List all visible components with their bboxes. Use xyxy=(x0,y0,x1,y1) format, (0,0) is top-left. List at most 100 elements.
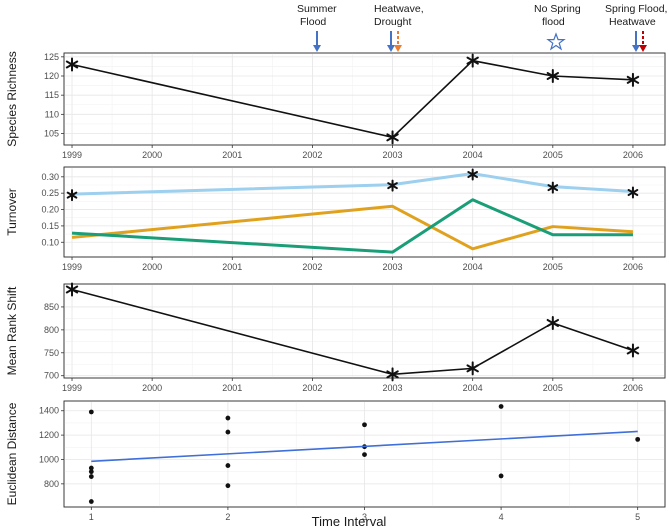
scatter-point xyxy=(88,409,94,415)
event-summer-flood-line1: Summer xyxy=(297,3,337,15)
y-axis-label: Species Richness xyxy=(5,51,19,146)
y-tick-label: 1400 xyxy=(39,406,59,416)
scatter-point xyxy=(88,474,94,479)
trend-line xyxy=(91,430,638,463)
heatwave-drought-blue-arrow-icon xyxy=(387,31,395,52)
x-tick-label: 2005 xyxy=(543,262,563,272)
scatter-point xyxy=(225,415,231,421)
data-point-asterisk xyxy=(386,367,399,382)
event-summer-flood-line2: Flood xyxy=(300,16,326,28)
plot-frame xyxy=(63,283,666,379)
scatter-point xyxy=(498,473,504,479)
total-point-asterisk xyxy=(627,186,639,199)
x-tick-label: 2005 xyxy=(543,383,563,393)
x-tick-label: 1999 xyxy=(62,150,82,160)
total-point-asterisk xyxy=(467,168,479,181)
data-point-asterisk xyxy=(626,343,640,358)
event-no-spring-flood-line1: No Spring xyxy=(534,3,581,15)
scatter-point xyxy=(88,469,94,475)
scatter-point xyxy=(225,429,231,435)
y-tick-label: 800 xyxy=(44,479,59,489)
x-tick-label: 2003 xyxy=(383,150,403,160)
x-tick-label: 2000 xyxy=(142,150,162,160)
scatter-point xyxy=(225,463,231,468)
data-point-asterisk xyxy=(466,53,479,68)
scatter-point xyxy=(225,483,231,489)
y-tick-label: 0.20 xyxy=(41,205,59,215)
data-point-asterisk xyxy=(65,57,79,72)
x-tick-label: 2002 xyxy=(302,383,322,393)
x-tick-label: 2003 xyxy=(383,262,403,272)
data-point-asterisk xyxy=(386,130,399,145)
x-tick-label: 2006 xyxy=(623,383,643,393)
mean-rank-shift-panel: 1999 2000 2001 2002 2003 2004 2005 2006 700 750 80… xyxy=(5,282,666,393)
y-tick-label: 125 xyxy=(44,52,59,62)
x-tick-label: 1999 xyxy=(62,262,82,272)
gridlines xyxy=(64,167,665,257)
data-point-asterisk xyxy=(466,361,479,376)
x-tick-label: 2002 xyxy=(302,150,322,160)
y-axis-label: Mean Rank Shift xyxy=(5,286,19,375)
scatter-point xyxy=(362,452,367,458)
x-axis-label-time-interval: Time Interval xyxy=(312,514,387,529)
x-tick-label: 2001 xyxy=(222,150,242,160)
x-tick-label: 2006 xyxy=(623,150,643,160)
y-tick-label: 0.15 xyxy=(41,221,59,231)
x-tick-label: 2004 xyxy=(463,383,483,393)
y-tick-label: 800 xyxy=(44,325,59,335)
x-tick-label: 1 xyxy=(89,512,94,522)
series-line-disappearance xyxy=(71,198,633,254)
data-point-asterisk xyxy=(546,69,560,83)
heatwave-drought-orange-dashed-arrow-icon xyxy=(394,31,402,52)
series-line-appearance xyxy=(71,204,634,251)
event-heatwave-drought-line1: Heatwave, xyxy=(374,3,424,15)
spring-flood-blue-arrow-icon xyxy=(632,31,640,52)
x-tick-label: 2005 xyxy=(543,150,563,160)
x-tick-label: 2000 xyxy=(142,383,162,393)
scatter-point xyxy=(88,499,94,504)
data-point-asterisk xyxy=(546,315,560,330)
event-no-spring-flood-line2: flood xyxy=(542,16,565,28)
x-tick-label: 2001 xyxy=(222,262,242,272)
y-tick-label: 115 xyxy=(45,90,59,100)
scatter-point xyxy=(362,422,367,428)
x-tick-label: 2004 xyxy=(463,150,483,160)
turnover-panel: 1999 2000 2001 2002 2003 2004 2005 2006 0.10 0.15… xyxy=(5,166,666,272)
y-tick-label: 1200 xyxy=(39,430,59,440)
y-axis-label: Turnover xyxy=(5,188,19,236)
event-spring-flood-heatwave-line1: Spring Flood, xyxy=(605,3,667,15)
scatter-point xyxy=(88,465,94,471)
heatwave-red-dashed-arrow-icon xyxy=(639,31,647,52)
y-tick-label: 0.30 xyxy=(41,172,59,182)
y-tick-label: 750 xyxy=(44,348,59,358)
event-heatwave-drought-line2: Drought xyxy=(374,16,411,28)
x-tick-label: 2006 xyxy=(623,262,643,272)
x-tick-label: 1999 xyxy=(62,383,82,393)
plot-frame xyxy=(63,166,666,258)
x-tick-label: 2000 xyxy=(142,262,162,272)
summer-flood-arrow-icon xyxy=(313,31,321,52)
species-richness-panel: 1999 2000 2001 2002 2003 2004 2005 2006 105 110 11… xyxy=(5,51,666,160)
total-point-asterisk xyxy=(387,179,398,192)
plot-frame xyxy=(63,52,666,146)
y-tick-label: 0.25 xyxy=(41,188,59,198)
scatter-point xyxy=(635,436,641,442)
y-tick-label: 0.10 xyxy=(41,237,59,247)
plot-area xyxy=(63,52,666,146)
gridlines xyxy=(64,284,665,378)
data-point-asterisk xyxy=(626,72,640,87)
x-tick-label: 2001 xyxy=(222,383,242,393)
event-annotations: Summer Flood Heatwave, Drought No Spring… xyxy=(297,3,667,52)
y-tick-label: 850 xyxy=(44,302,59,312)
x-tick-label: 3 xyxy=(362,512,367,522)
x-tick-label: 2003 xyxy=(383,383,403,393)
euclidean-distance-panel: 1 2 3 4 5 800 1000 1200 1400 Euclidean Distance xyxy=(5,400,666,522)
total-point-asterisk xyxy=(547,181,559,194)
x-tick-label: 5 xyxy=(635,512,640,522)
data-point-asterisk xyxy=(65,282,79,297)
y-tick-label: 700 xyxy=(44,371,59,381)
y-axis-label: Euclidean Distance xyxy=(5,402,19,505)
x-tick-label: 2002 xyxy=(302,262,322,272)
y-tick-label: 120 xyxy=(44,71,59,81)
